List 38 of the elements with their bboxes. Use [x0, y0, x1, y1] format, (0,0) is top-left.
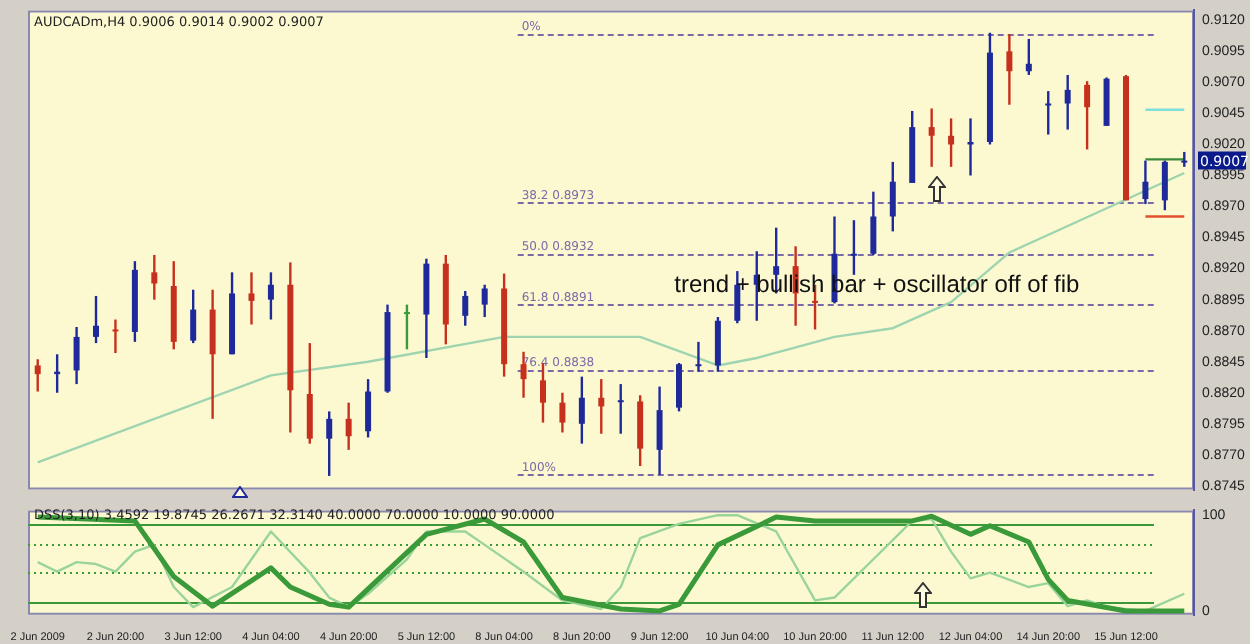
candlestick — [637, 394, 644, 468]
candlestick — [617, 382, 624, 435]
candlestick — [248, 271, 255, 326]
candlestick — [190, 288, 197, 345]
candlestick — [209, 288, 216, 421]
candlestick — [1142, 159, 1149, 206]
candlestick — [1045, 89, 1052, 136]
candlestick — [462, 289, 469, 327]
candlestick — [73, 325, 80, 386]
candlestick — [695, 340, 702, 373]
candlestick — [112, 318, 119, 355]
candlestick — [403, 303, 410, 351]
candlestick — [714, 315, 721, 373]
candlestick — [93, 294, 100, 345]
candlestick — [326, 410, 333, 478]
candlestick — [578, 375, 585, 445]
candlestick — [1084, 79, 1091, 151]
candlestick — [870, 190, 877, 257]
candlestick — [481, 283, 488, 319]
candlestick — [889, 160, 896, 233]
candlestick — [1006, 32, 1013, 106]
candlestick — [1025, 37, 1032, 77]
candlestick — [306, 341, 313, 445]
candlestick — [656, 385, 663, 476]
candlestick — [850, 219, 857, 277]
candlestick — [34, 358, 41, 393]
candlestick — [1103, 76, 1110, 128]
candlestick — [1064, 73, 1071, 131]
candlestick — [559, 391, 566, 434]
candlestick — [365, 377, 372, 439]
candlestick — [345, 401, 352, 452]
candlestick — [598, 377, 605, 435]
candlestick — [928, 107, 935, 169]
candlestick — [676, 361, 683, 413]
candlestick — [948, 117, 955, 169]
candlestick — [267, 271, 274, 321]
candlestick — [151, 253, 158, 301]
candlestick — [1161, 159, 1168, 212]
